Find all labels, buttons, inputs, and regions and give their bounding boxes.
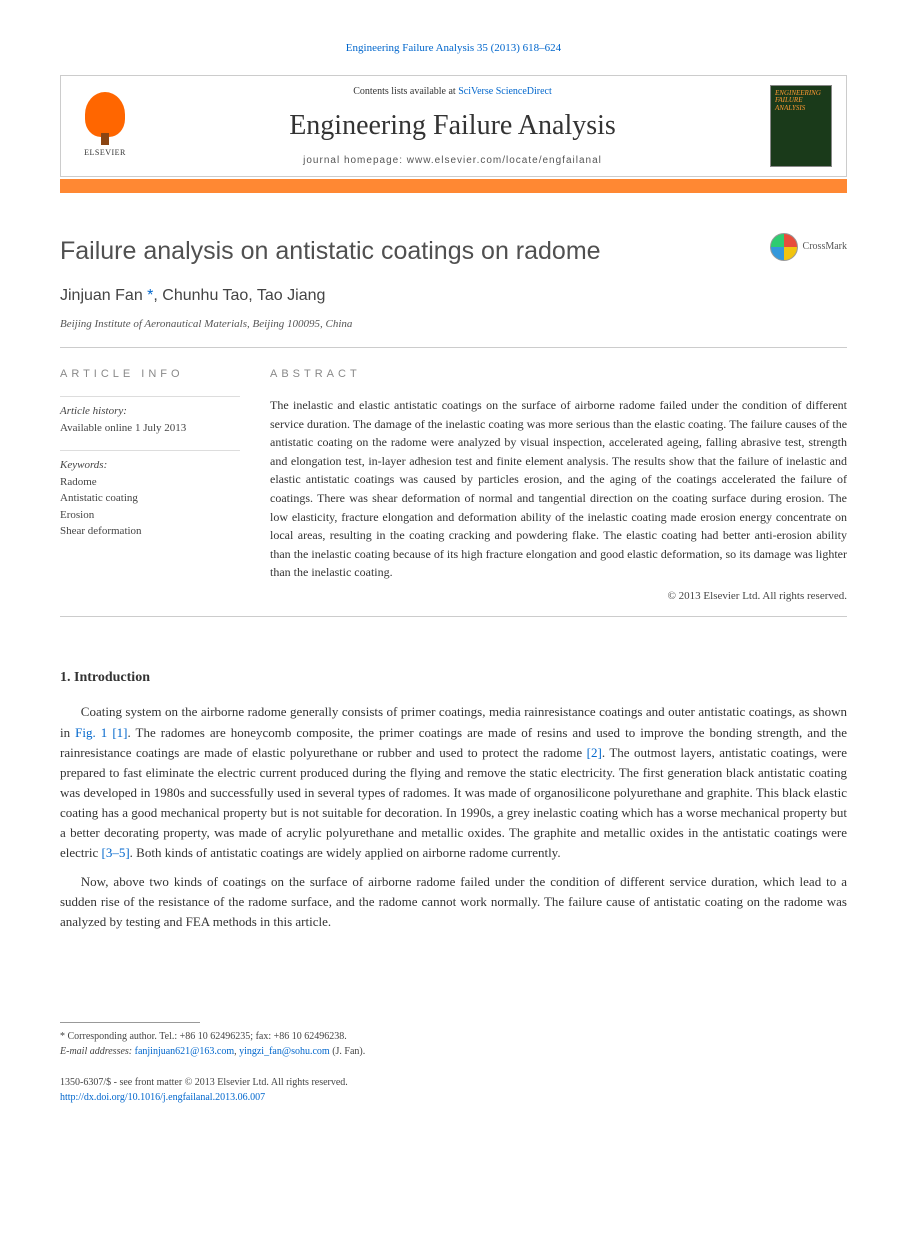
header-center: Contents lists available at SciVerse Sci…: [135, 84, 770, 168]
keywords-block: Keywords: Radome Antistatic coating Eros…: [60, 450, 240, 540]
info-abstract-row: ARTICLE INFO Article history: Available …: [60, 366, 847, 605]
homepage-url[interactable]: www.elsevier.com/locate/engfailanal: [407, 155, 602, 166]
crossmark-icon: [770, 233, 798, 261]
history-block: Article history: Available online 1 July…: [60, 396, 240, 436]
contents-line: Contents lists available at SciVerse Sci…: [135, 84, 770, 99]
corresponding-author-note: * Corresponding author. Tel.: +86 10 624…: [60, 1029, 847, 1044]
elsevier-label: ELSEVIER: [84, 147, 126, 159]
keyword-item: Erosion: [60, 507, 240, 524]
elsevier-tree-icon: [85, 92, 125, 137]
abstract-copyright: © 2013 Elsevier Ltd. All rights reserved…: [270, 588, 847, 605]
intro-paragraph-1: Coating system on the airborne radome ge…: [60, 702, 847, 863]
elsevier-logo[interactable]: ELSEVIER: [75, 91, 135, 161]
journal-cover-thumb[interactable]: ENGINEERING FAILURE ANALYSIS: [770, 85, 832, 167]
abstract-text: The inelastic and elastic antistatic coa…: [270, 396, 847, 582]
p1-d: . Both kinds of antistatic coatings are …: [130, 845, 561, 860]
introduction-section: 1. Introduction Coating system on the ai…: [60, 667, 847, 932]
abstract-col: ABSTRACT The inelastic and elastic antis…: [270, 366, 847, 605]
front-matter-line: 1350-6307/$ - see front matter © 2013 El…: [60, 1075, 847, 1090]
keyword-item: Radome: [60, 474, 240, 491]
email-2-link[interactable]: yingzi_fan@sohu.com: [239, 1046, 330, 1057]
cover-title: ENGINEERING FAILURE ANALYSIS: [775, 90, 827, 113]
citation-link[interactable]: Engineering Failure Analysis 35 (2013) 6…: [346, 42, 561, 54]
contents-prefix: Contents lists available at: [353, 86, 458, 97]
doi-link[interactable]: http://dx.doi.org/10.1016/j.engfailanal.…: [60, 1092, 265, 1103]
email-label: E-mail addresses:: [60, 1046, 135, 1057]
journal-header-bar: ELSEVIER Contents lists available at Sci…: [60, 75, 847, 177]
intro-title: 1. Introduction: [60, 667, 847, 688]
homepage-line: journal homepage: www.elsevier.com/locat…: [135, 153, 770, 168]
orange-divider-bar: [60, 179, 847, 193]
article-info-col: ARTICLE INFO Article history: Available …: [60, 366, 240, 605]
journal-name: Engineering Failure Analysis: [135, 105, 770, 147]
homepage-prefix: journal homepage:: [303, 155, 407, 166]
article-title: Failure analysis on antistatic coatings …: [60, 233, 601, 271]
footnote-rule: [60, 1022, 200, 1023]
ref-2-link[interactable]: [2]: [587, 745, 602, 760]
keyword-item: Shear deformation: [60, 523, 240, 540]
author-1: Jinjuan Fan: [60, 287, 147, 304]
authors-line: Jinjuan Fan *, Chunhu Tao, Tao Jiang: [60, 284, 847, 308]
bottom-block: 1350-6307/$ - see front matter © 2013 El…: [60, 1075, 847, 1105]
keyword-item: Antistatic coating: [60, 490, 240, 507]
authors-rest: , Chunhu Tao, Tao Jiang: [153, 287, 325, 304]
keywords-label: Keywords:: [60, 457, 240, 474]
intro-paragraph-2: Now, above two kinds of coatings on the …: [60, 872, 847, 932]
abstract-heading: ABSTRACT: [270, 366, 847, 383]
history-label: Article history:: [60, 403, 240, 420]
sciencedirect-link[interactable]: SciVerse ScienceDirect: [458, 86, 552, 97]
rule-2: [60, 616, 847, 617]
citation-header: Engineering Failure Analysis 35 (2013) 6…: [60, 40, 847, 57]
p1-c: . The outmost layers, antistatic coating…: [60, 745, 847, 861]
email-1-link[interactable]: fanjinjuan621@163.com: [135, 1046, 234, 1057]
ref-1-link[interactable]: [1]: [107, 725, 127, 740]
affiliation: Beijing Institute of Aeronautical Materi…: [60, 316, 847, 333]
article-info-heading: ARTICLE INFO: [60, 366, 240, 383]
rule-1: [60, 347, 847, 348]
ref-3-5-link[interactable]: [3–5]: [102, 845, 130, 860]
fig1-link[interactable]: Fig. 1: [75, 725, 107, 740]
email-line: E-mail addresses: fanjinjuan621@163.com,…: [60, 1044, 847, 1059]
title-row: Failure analysis on antistatic coatings …: [60, 233, 847, 271]
footnotes: * Corresponding author. Tel.: +86 10 624…: [60, 1022, 847, 1059]
email-tail: (J. Fan).: [330, 1046, 366, 1057]
crossmark-badge[interactable]: CrossMark: [770, 233, 847, 261]
crossmark-label: CrossMark: [803, 239, 847, 254]
history-value: Available online 1 July 2013: [60, 420, 240, 437]
